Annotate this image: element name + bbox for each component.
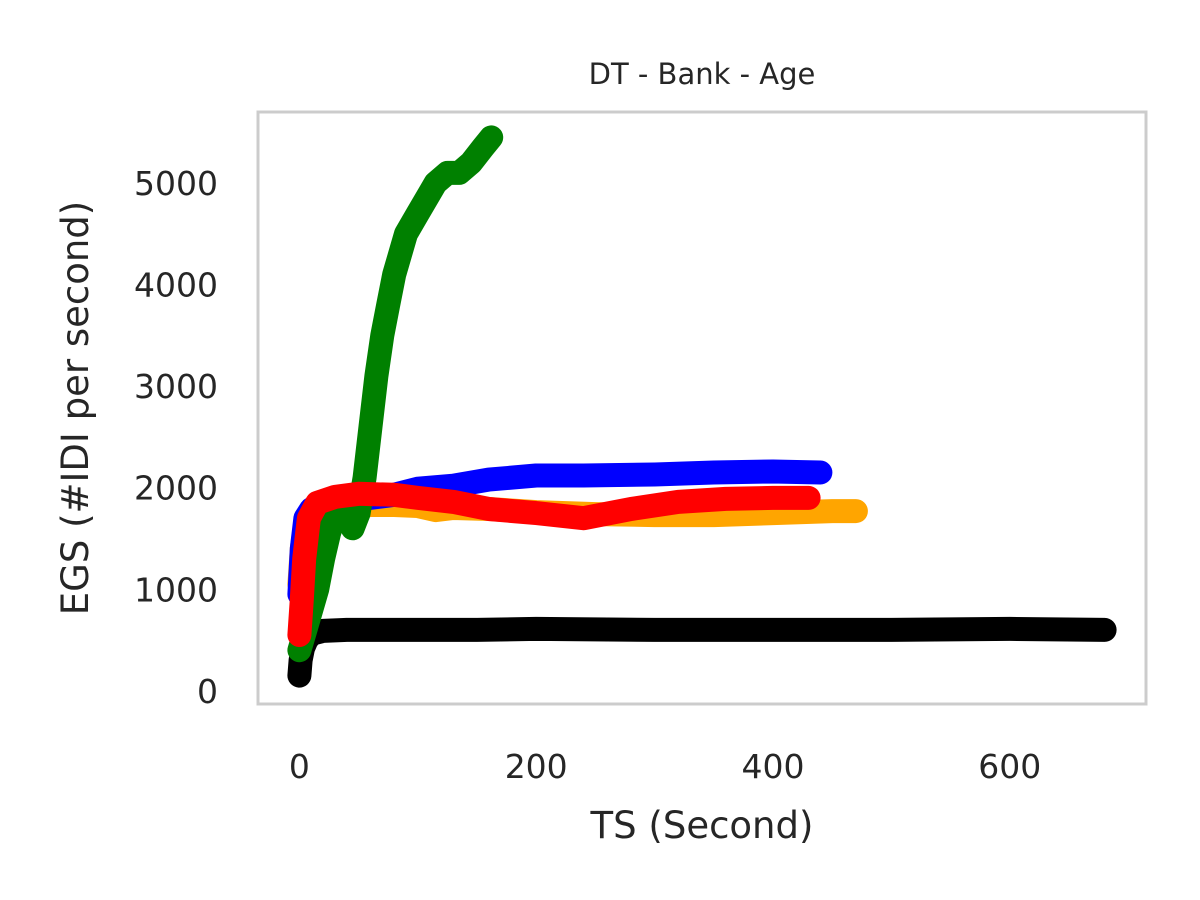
plot-frame — [256, 110, 1148, 706]
x-tick-labels: 0 200 400 600 — [289, 747, 1041, 786]
x-tick-label: 400 — [742, 747, 805, 786]
y-tick-label: 5000 — [134, 164, 218, 203]
y-tick-labels: 0 1000 2000 3000 4000 5000 — [134, 164, 218, 711]
series-line-5 — [287, 481, 821, 647]
series-line-1 — [287, 616, 1117, 688]
y-tick-label: 3000 — [134, 367, 218, 406]
x-axis-label: TS (Second) — [590, 804, 814, 847]
series-line-4 — [287, 125, 504, 663]
y-tick-label: 2000 — [134, 469, 218, 508]
y-axis-label: EGS (#IDI per second) — [54, 201, 97, 615]
x-tick-label: 200 — [505, 747, 568, 786]
y-tick-label: 1000 — [134, 570, 218, 609]
y-tick-label: 0 — [197, 672, 218, 711]
series-layer — [287, 125, 1117, 688]
chart-title: DT - Bank - Age — [589, 57, 816, 91]
x-tick-label: 600 — [978, 747, 1041, 786]
x-tick-label: 0 — [289, 747, 310, 786]
y-tick-label: 4000 — [134, 266, 218, 305]
